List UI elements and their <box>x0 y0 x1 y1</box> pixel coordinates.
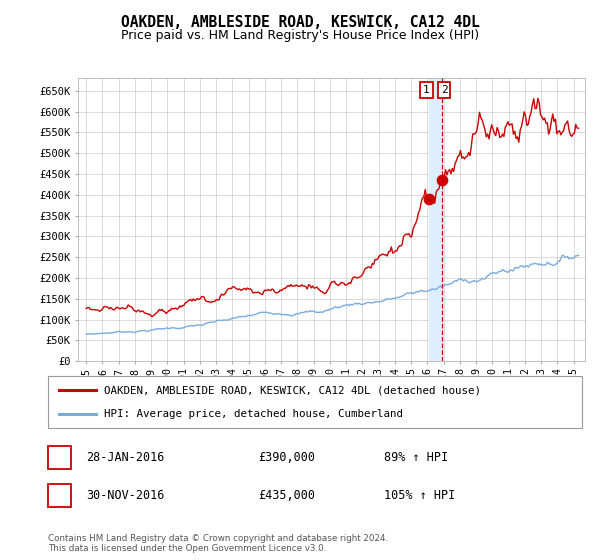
Text: Contains HM Land Registry data © Crown copyright and database right 2024.
This d: Contains HM Land Registry data © Crown c… <box>48 534 388 553</box>
Text: 105% ↑ HPI: 105% ↑ HPI <box>384 489 455 502</box>
Text: £390,000: £390,000 <box>258 451 315 464</box>
Bar <box>428 78 442 361</box>
Text: 89% ↑ HPI: 89% ↑ HPI <box>384 451 448 464</box>
Text: 2: 2 <box>56 489 63 502</box>
Text: £435,000: £435,000 <box>258 489 315 502</box>
Text: OAKDEN, AMBLESIDE ROAD, KESWICK, CA12 4DL (detached house): OAKDEN, AMBLESIDE ROAD, KESWICK, CA12 4D… <box>104 385 481 395</box>
Text: HPI: Average price, detached house, Cumberland: HPI: Average price, detached house, Cumb… <box>104 409 403 419</box>
Point <box>424 194 433 203</box>
Point <box>437 176 447 185</box>
Text: Price paid vs. HM Land Registry's House Price Index (HPI): Price paid vs. HM Land Registry's House … <box>121 29 479 42</box>
Text: 1: 1 <box>56 451 63 464</box>
FancyBboxPatch shape <box>48 376 582 428</box>
Text: 1: 1 <box>423 85 430 95</box>
Text: 28-JAN-2016: 28-JAN-2016 <box>86 451 164 464</box>
Text: OAKDEN, AMBLESIDE ROAD, KESWICK, CA12 4DL: OAKDEN, AMBLESIDE ROAD, KESWICK, CA12 4D… <box>121 15 479 30</box>
Text: 2: 2 <box>441 85 448 95</box>
Text: 30-NOV-2016: 30-NOV-2016 <box>86 489 164 502</box>
